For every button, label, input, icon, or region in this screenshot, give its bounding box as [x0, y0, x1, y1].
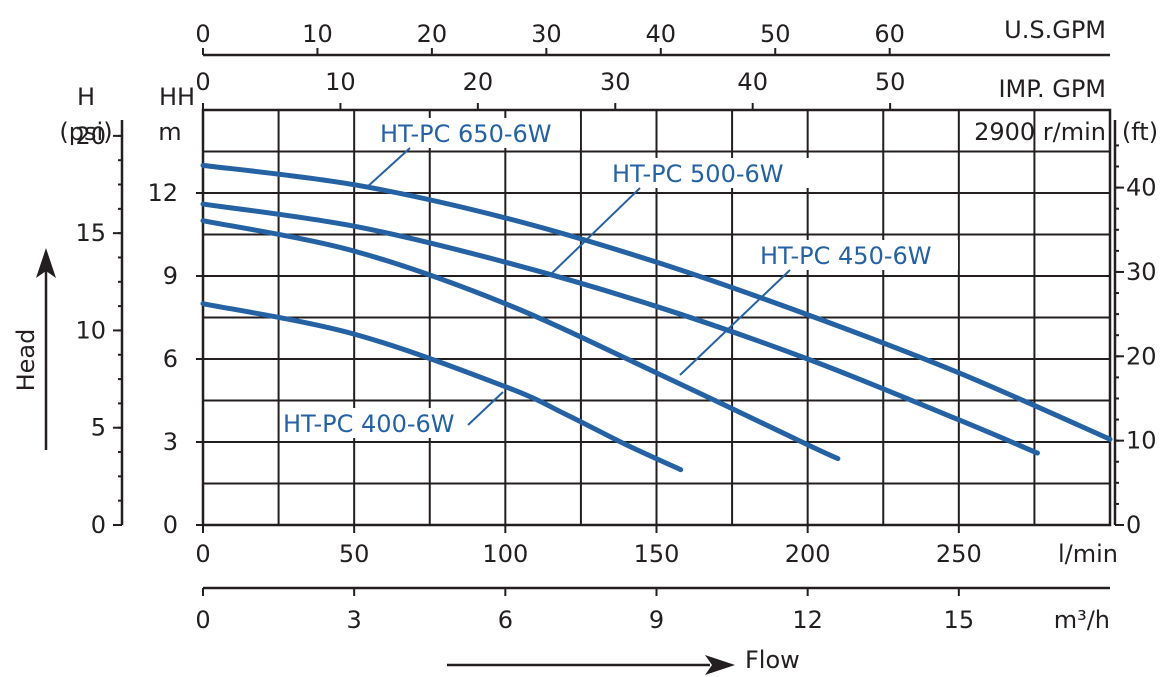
x-tick-label-lmin: 200 [785, 540, 831, 568]
head-arrow [36, 248, 56, 450]
y-tick-label-m: 3 [163, 428, 178, 456]
series-label-bg [758, 240, 958, 270]
x-tick-label-impgpm: 10 [325, 68, 356, 96]
left-header-hh: HH [159, 83, 195, 111]
x-tick-label-lmin: 0 [195, 540, 210, 568]
x-tick-label-lmin: 100 [482, 540, 528, 568]
y-tick-label-m: 6 [163, 345, 178, 373]
x-tick-label-usgpm: 20 [417, 20, 448, 48]
right-header-ft: (ft) [1122, 118, 1158, 146]
left-header-psi: (psi) [59, 118, 112, 146]
y-tick-label-psi: 5 [91, 414, 106, 442]
speed-label: 2900 r/min [974, 118, 1106, 146]
x-unit-m3h: m³/h [1054, 606, 1110, 634]
flow-arrow [447, 655, 735, 675]
x-tick-label-lmin: 50 [339, 540, 370, 568]
left-header-m: m [158, 118, 181, 146]
x-tick-label-lmin: 250 [936, 540, 982, 568]
x-tick-label-m3h: 0 [195, 606, 210, 634]
series-curve [200, 201, 1040, 456]
y-tick-label-psi: 20 [75, 122, 106, 150]
series-label: HT-PC 400-6W [283, 410, 455, 438]
y-title: Head [12, 329, 40, 392]
series-label: HT-PC 500-6W [612, 160, 784, 188]
series-leader-line [548, 187, 641, 277]
x-tick-label-m3h: 3 [347, 606, 362, 634]
series-curve [200, 162, 1113, 442]
x-tick-label-usgpm: 40 [646, 20, 677, 48]
axes [113, 48, 1124, 596]
x-tick-label-usgpm: 0 [195, 20, 210, 48]
x-unit-usgpm: U.S.GPM [1004, 16, 1106, 44]
x-tick-label-m3h: 15 [944, 606, 975, 634]
x-tick-label-lmin: 150 [634, 540, 680, 568]
x-tick-label-impgpm: 40 [737, 68, 768, 96]
x-tick-label-usgpm: 50 [760, 20, 791, 48]
y-tick-label-m: 9 [163, 262, 178, 290]
left-header-h: H [77, 83, 95, 111]
x-tick-label-impgpm: 30 [600, 68, 631, 96]
x-tick-label-impgpm: 50 [875, 68, 906, 96]
series-label-bg [610, 158, 810, 188]
x-tick-label-usgpm: 30 [531, 20, 562, 48]
y-tick-label-ft: 0 [1126, 511, 1141, 539]
x-tick-label-impgpm: 0 [195, 68, 210, 96]
series-label-bg [378, 118, 580, 148]
y-tick-label-ft: 20 [1126, 342, 1157, 370]
x-unit-impgpm: IMP. GPM [998, 75, 1106, 103]
series-leader-line [365, 147, 411, 189]
y-tick-label-psi: 0 [91, 511, 106, 539]
y-tick-label-psi: 10 [75, 316, 106, 344]
series-curve [200, 301, 684, 473]
series-leader-line [467, 391, 504, 426]
x-tick-label-impgpm: 20 [463, 68, 494, 96]
curves [200, 162, 1113, 473]
x-tick-label-usgpm: 60 [874, 20, 905, 48]
series-curve [200, 218, 841, 462]
x-tick-label-usgpm: 10 [302, 20, 333, 48]
y-tick-label-ft: 10 [1126, 427, 1157, 455]
x-tick-label-m3h: 6 [498, 606, 513, 634]
y-tick-label-ft: 40 [1126, 174, 1157, 202]
x-tick-label-m3h: 9 [649, 606, 664, 634]
x-unit-lmin: l/min [1058, 540, 1118, 568]
y-tick-label-m: 0 [163, 511, 178, 539]
y-tick-label-ft: 30 [1126, 258, 1157, 286]
series-label: HT-PC 650-6W [380, 120, 552, 148]
x-title: Flow [745, 646, 800, 674]
y-tick-label-m: 12 [147, 179, 178, 207]
series-label: HT-PC 450-6W [760, 242, 932, 270]
y-tick-label-psi: 15 [75, 219, 106, 247]
series-label-bg [280, 408, 472, 438]
x-tick-label-m3h: 12 [792, 606, 823, 634]
series-leader-line [679, 269, 791, 376]
